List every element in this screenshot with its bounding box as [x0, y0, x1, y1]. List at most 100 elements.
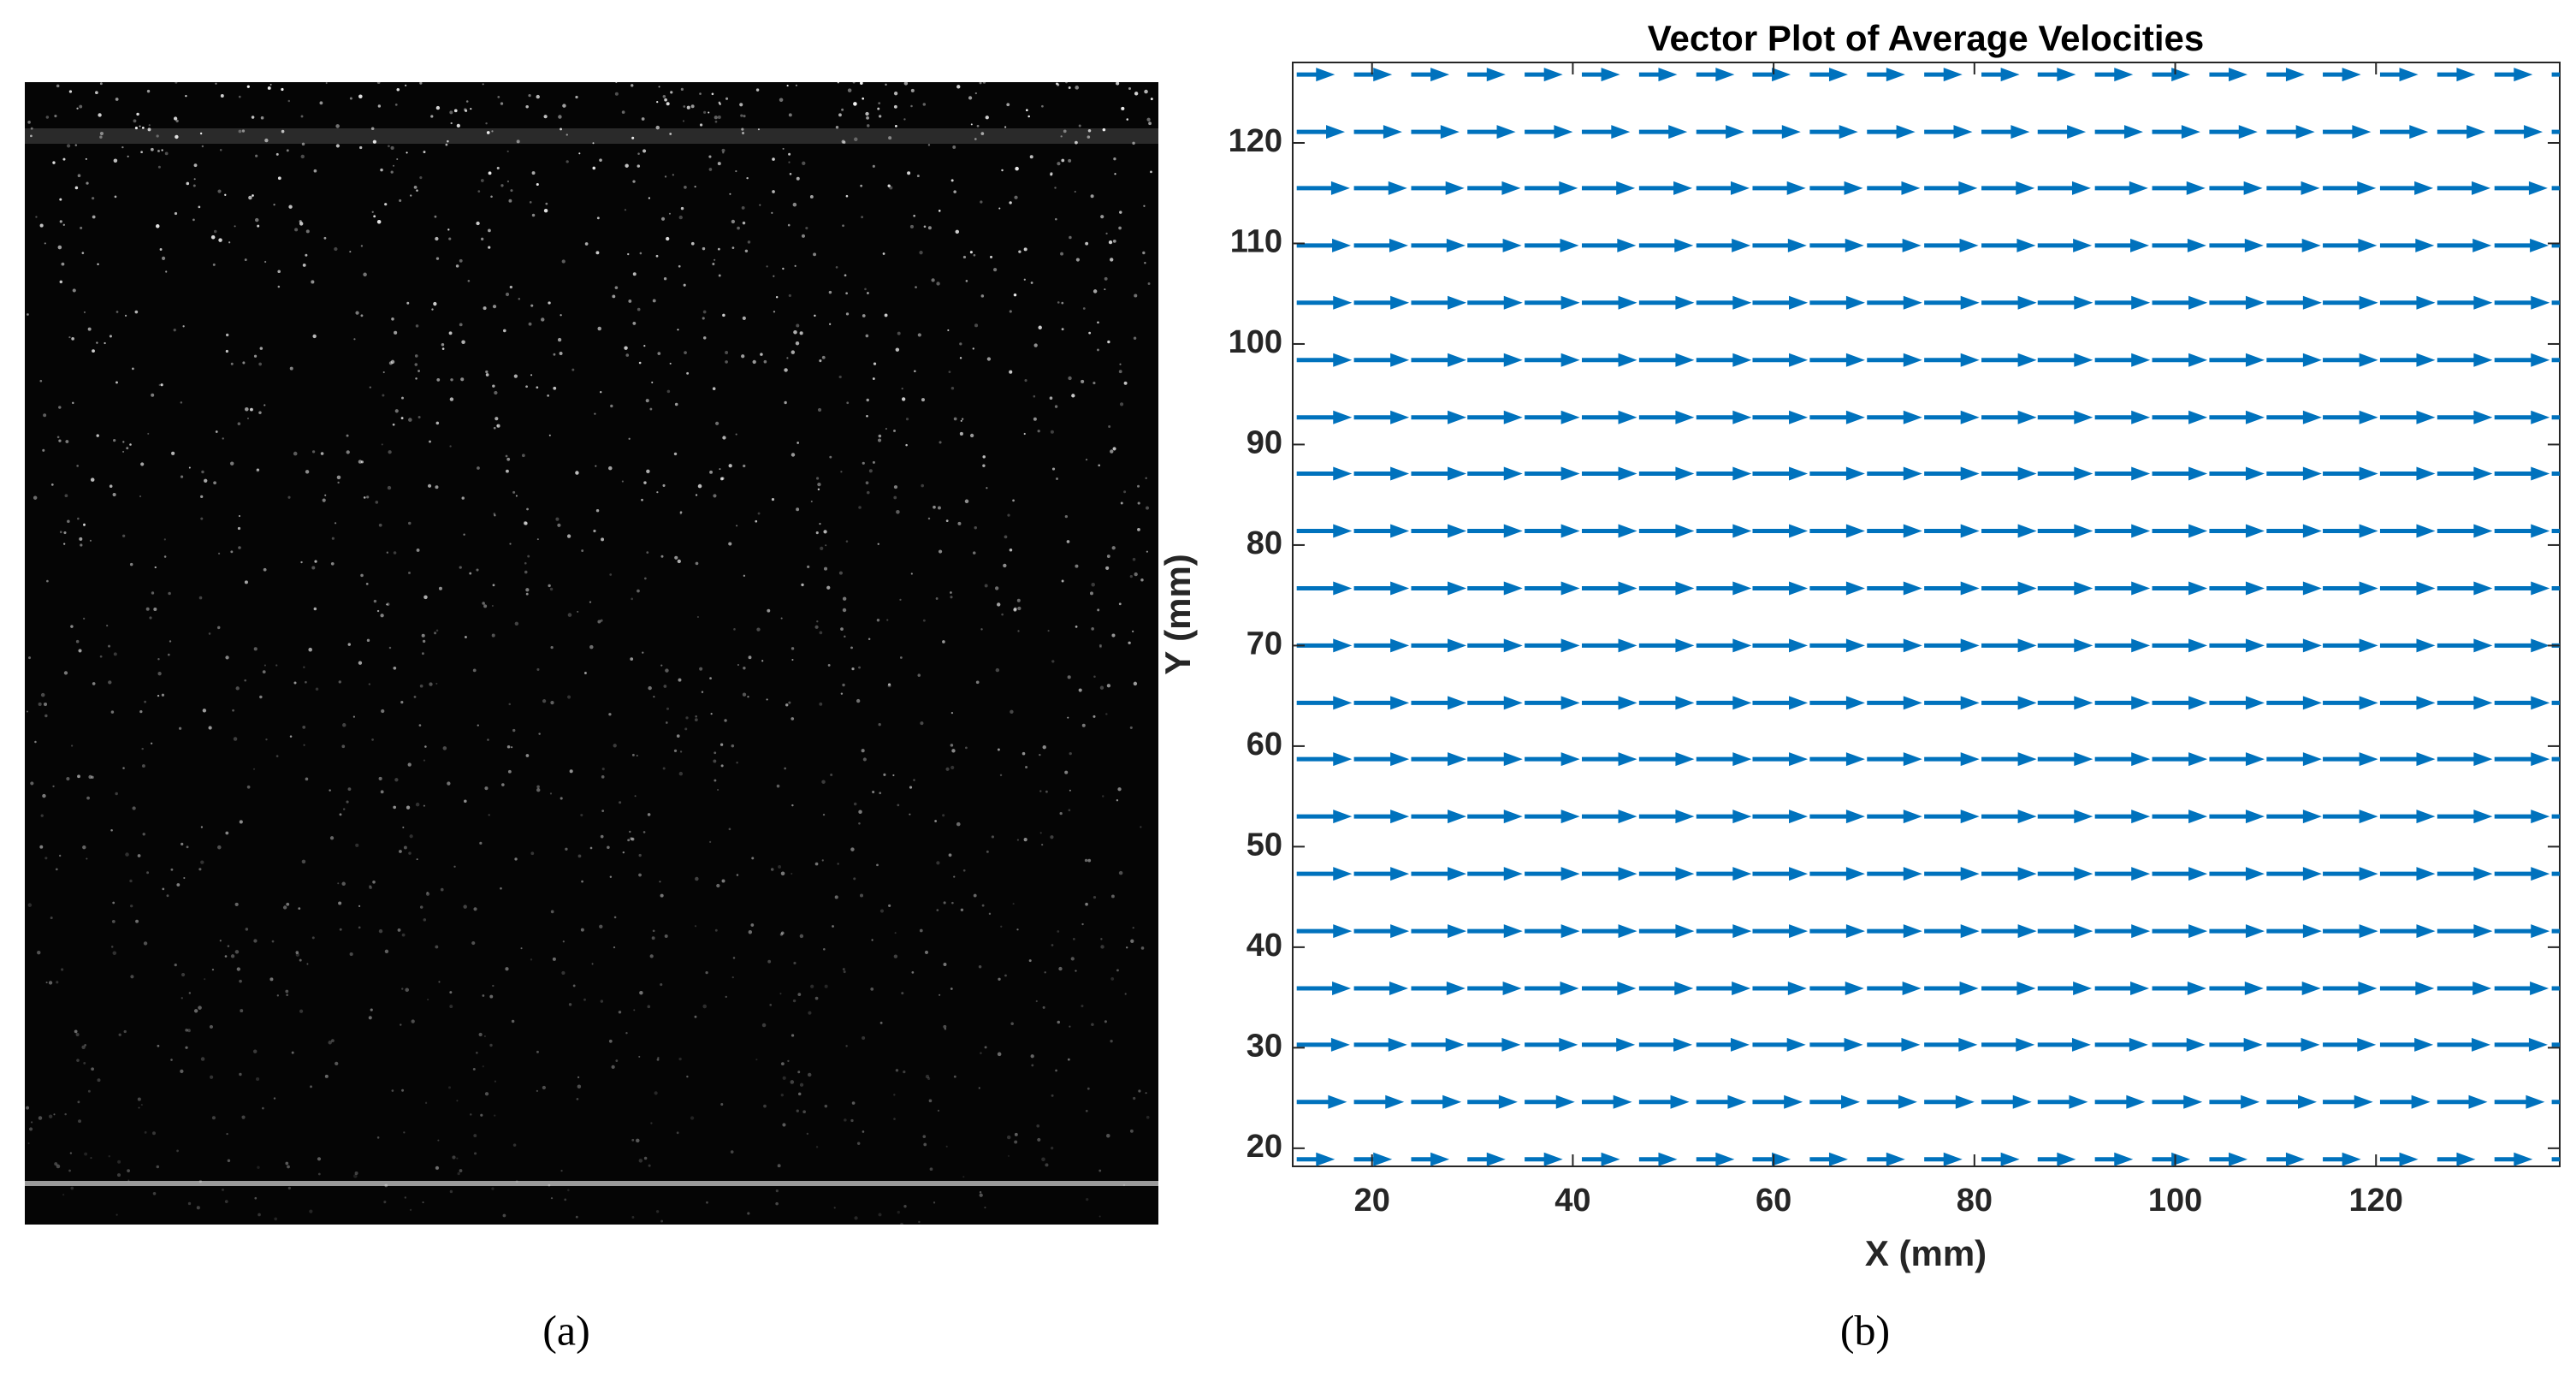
particle	[300, 154, 305, 159]
vector-head	[2302, 696, 2322, 710]
particle	[142, 833, 145, 836]
particle	[349, 97, 352, 100]
particle	[858, 822, 861, 825]
particle	[215, 82, 217, 85]
particle	[981, 904, 985, 907]
particle	[426, 891, 429, 894]
particle	[241, 129, 246, 133]
particle	[479, 841, 483, 845]
particle	[690, 1116, 695, 1120]
particle	[872, 791, 875, 794]
particle	[230, 550, 234, 554]
particle	[90, 1156, 92, 1160]
particle	[1118, 870, 1123, 875]
particle	[397, 928, 401, 932]
particle	[680, 87, 684, 91]
vector-head	[2114, 68, 2134, 82]
particle	[679, 511, 683, 514]
vector-head	[2188, 524, 2208, 538]
particle	[228, 241, 231, 244]
particle	[743, 115, 746, 118]
vector-head	[2414, 1037, 2434, 1052]
particle	[478, 1032, 483, 1037]
particle	[140, 1104, 143, 1106]
particle	[921, 483, 925, 488]
particle	[113, 439, 116, 442]
particle	[69, 1152, 73, 1154]
particle	[1059, 811, 1063, 816]
vector-head	[2416, 810, 2436, 824]
particle	[267, 86, 271, 90]
particle	[730, 1150, 734, 1154]
particle	[239, 979, 242, 983]
particle	[434, 632, 437, 635]
vector-head	[1781, 125, 1801, 139]
particle	[391, 317, 394, 321]
particle	[424, 1101, 428, 1104]
particle	[950, 988, 953, 990]
particle	[253, 354, 258, 358]
particle	[484, 1092, 489, 1096]
particle	[659, 881, 661, 883]
particle	[70, 1186, 74, 1190]
particle	[722, 313, 725, 317]
particle	[927, 1077, 931, 1081]
vector-head	[1618, 810, 1637, 824]
particle	[641, 498, 643, 501]
particle	[972, 347, 974, 350]
particle	[553, 353, 556, 356]
particle	[576, 1098, 579, 1100]
particle	[962, 1176, 965, 1178]
particle	[934, 820, 938, 822]
particle	[583, 998, 586, 1001]
vector-head	[1333, 466, 1353, 481]
particle	[1081, 379, 1085, 383]
particle	[248, 195, 252, 200]
particle	[862, 461, 865, 465]
vector-head	[1772, 1152, 1791, 1166]
particle	[86, 181, 89, 185]
particle	[106, 625, 109, 627]
particle	[685, 716, 689, 720]
particle	[775, 1201, 779, 1206]
particle	[92, 197, 95, 200]
particle	[858, 810, 862, 815]
particle	[515, 1180, 518, 1183]
particle	[761, 1023, 767, 1028]
particle	[299, 222, 304, 226]
particle	[705, 971, 708, 975]
particle	[259, 347, 264, 350]
particle	[674, 555, 678, 560]
particle	[785, 703, 789, 707]
vector-head	[2359, 466, 2378, 481]
particle	[112, 951, 117, 956]
particle	[456, 1100, 459, 1102]
particle	[520, 947, 523, 950]
particle	[910, 104, 913, 108]
particle	[547, 394, 549, 397]
particle	[694, 186, 696, 188]
particle	[452, 1155, 456, 1160]
particle	[893, 485, 898, 489]
particle	[1045, 1163, 1049, 1167]
particle	[578, 152, 581, 155]
particle	[121, 145, 124, 149]
particle	[1118, 602, 1122, 606]
particle	[560, 128, 562, 131]
x-tick-label: 100	[2148, 1183, 2202, 1219]
vector-head	[2359, 581, 2378, 596]
vector-head	[2285, 1152, 2305, 1166]
vector-head	[2245, 581, 2265, 596]
particle	[124, 314, 127, 317]
particle	[555, 517, 560, 521]
particle	[419, 684, 423, 688]
particle	[50, 916, 53, 920]
particle	[1099, 1169, 1102, 1172]
particle	[423, 804, 425, 807]
particle	[493, 513, 496, 515]
vector-head	[1618, 524, 1637, 538]
particle	[118, 1033, 121, 1036]
particle	[257, 1166, 260, 1169]
particle	[476, 568, 479, 572]
particle	[198, 596, 203, 600]
